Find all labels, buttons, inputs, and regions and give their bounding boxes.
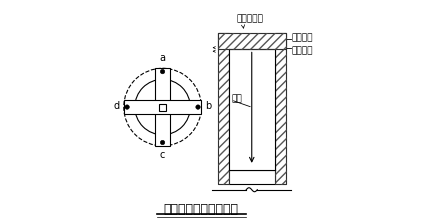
Text: d: d xyxy=(114,101,120,111)
Bar xyxy=(159,103,166,111)
Text: a: a xyxy=(160,54,165,63)
Bar xyxy=(275,33,286,184)
Bar xyxy=(228,170,275,184)
Text: b: b xyxy=(205,101,211,111)
Bar xyxy=(228,50,275,170)
Bar xyxy=(275,33,286,184)
Bar xyxy=(156,68,170,146)
Circle shape xyxy=(125,105,129,109)
Text: 和挡水圈: 和挡水圈 xyxy=(291,46,313,55)
Bar xyxy=(124,100,201,114)
Circle shape xyxy=(160,140,165,145)
Text: 砖砌定位: 砖砌定位 xyxy=(291,33,313,42)
Text: 自制十字架: 自制十字架 xyxy=(236,14,263,23)
Bar xyxy=(218,33,286,50)
Bar xyxy=(218,33,228,184)
Circle shape xyxy=(196,105,200,109)
Bar xyxy=(218,33,286,50)
Bar xyxy=(218,33,228,184)
Circle shape xyxy=(160,69,165,74)
Text: 桩孔中心位置的校正图: 桩孔中心位置的校正图 xyxy=(164,203,239,217)
Text: 线锤: 线锤 xyxy=(232,94,243,103)
Text: c: c xyxy=(160,150,165,160)
